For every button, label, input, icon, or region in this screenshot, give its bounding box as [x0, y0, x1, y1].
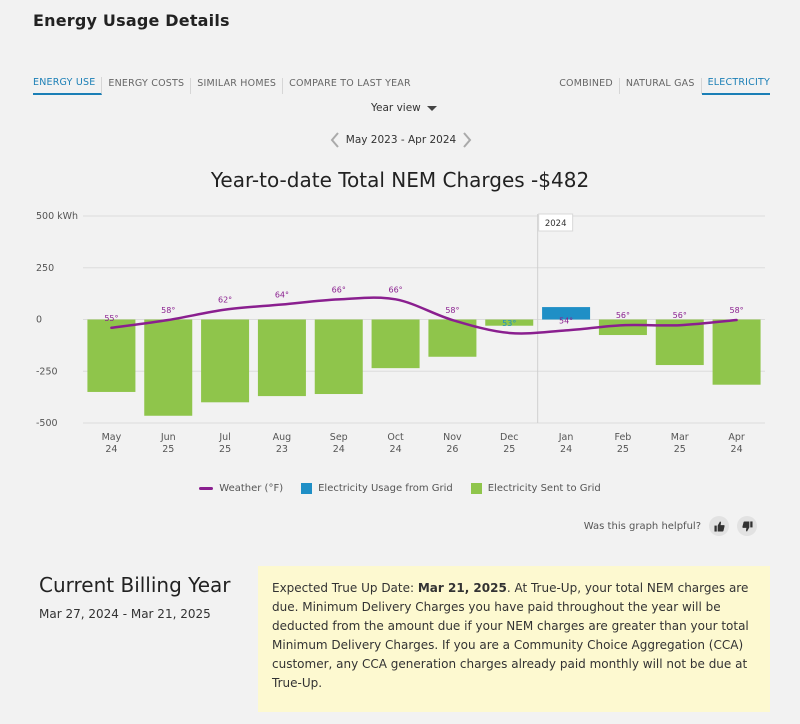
graph-feedback: Was this graph helpful?: [584, 516, 757, 536]
thumbs-down-button[interactable]: [737, 516, 757, 536]
x-tick-month: Apr: [728, 432, 745, 443]
thumbs-down-icon: [741, 520, 753, 532]
x-tick-day: 24: [731, 444, 743, 455]
legend-item-weather[interactable]: Weather (°F): [199, 483, 283, 494]
weather-data-label: 53°: [502, 319, 516, 328]
x-tick-month: Dec: [500, 432, 518, 443]
x-tick-month: Jan: [558, 432, 574, 443]
x-tick-month: Nov: [443, 432, 462, 443]
weather-data-label: 64°: [275, 290, 289, 299]
year-view-label: Year view: [371, 102, 421, 114]
period-navigator: May 2023 - Apr 2024: [328, 131, 474, 149]
bar-sent-to-grid: [201, 319, 250, 403]
weather-data-label: 56°: [673, 311, 687, 320]
info-text: . At True-Up, your total NEM charges are…: [272, 581, 749, 690]
bar-sent-to-grid: [257, 319, 306, 397]
bar-sent-to-grid: [371, 319, 420, 369]
legend-label: Weather (°F): [219, 483, 284, 494]
weather-data-label: 58°: [161, 306, 175, 315]
weather-data-label: 58°: [729, 306, 743, 315]
legend-item-usage-from-grid[interactable]: Electricity Usage from Grid: [301, 483, 453, 494]
bar-sent-to-grid: [144, 319, 193, 416]
x-tick-day: 25: [162, 444, 174, 455]
bar-sent-to-grid: [712, 319, 761, 385]
y-tick-label: 0: [36, 315, 42, 326]
billing-year-dates: Mar 27, 2024 - Mar 21, 2025: [39, 607, 211, 621]
tab-compare-last-year[interactable]: COMPARE TO LAST YEAR: [289, 78, 411, 89]
x-tick-month: Feb: [615, 432, 632, 443]
legend-label: Electricity Usage from Grid: [318, 483, 453, 494]
y-tick-label: 250: [36, 263, 54, 274]
caret-down-icon: [426, 105, 437, 111]
x-tick-day: 24: [333, 444, 345, 455]
chart-legend: Weather (°F) Electricity Usage from Grid…: [0, 483, 800, 494]
weather-line: [110, 296, 738, 335]
weather-data-label: 66°: [332, 285, 346, 294]
tab-natural-gas[interactable]: NATURAL GAS: [620, 78, 702, 94]
bar-usage-from-grid: [542, 307, 591, 320]
legend-label: Electricity Sent to Grid: [487, 483, 601, 494]
legend-item-sent-to-grid[interactable]: Electricity Sent to Grid: [470, 483, 601, 494]
next-period-button[interactable]: [460, 131, 474, 149]
weather-data-label: 62°: [218, 296, 232, 305]
page-title: Energy Usage Details: [33, 11, 230, 30]
x-tick-month: May: [102, 432, 122, 443]
x-tick-month: Jul: [218, 432, 230, 443]
thumbs-up-icon: [713, 520, 725, 532]
bar-sent-to-grid: [598, 319, 647, 336]
x-tick-day: 25: [617, 444, 629, 455]
tab-energy-use[interactable]: ENERGY USE: [33, 77, 103, 95]
previous-period-button[interactable]: [328, 131, 342, 149]
x-tick-month: Oct: [387, 432, 404, 443]
x-tick-day: 26: [446, 444, 458, 455]
feedback-question: Was this graph helpful?: [583, 520, 701, 532]
year-view-dropdown[interactable]: Year view: [371, 102, 437, 114]
chart-title: Year-to-date Total NEM Charges -$482: [210, 168, 590, 192]
x-tick-month: Aug: [273, 432, 292, 443]
billing-year-title: Current Billing Year: [39, 573, 231, 597]
x-tick-month: Mar: [671, 432, 689, 443]
chevron-left-icon: [330, 132, 339, 148]
x-tick-month: Jun: [160, 432, 176, 443]
chevron-right-icon: [463, 132, 472, 148]
tab-electricity[interactable]: ELECTRICITY: [701, 77, 770, 95]
true-up-date: Mar 21, 2025: [417, 581, 507, 595]
weather-data-label: 56°: [616, 311, 630, 320]
y-tick-label: -250: [36, 366, 58, 377]
x-tick-day: 25: [674, 444, 686, 455]
x-tick-day: 25: [503, 444, 515, 455]
tab-similar-homes[interactable]: SIMILAR HOMES: [191, 78, 284, 94]
x-tick-day: 24: [560, 444, 572, 455]
bar-sent-to-grid: [485, 319, 534, 326]
energy-usage-chart: 500 kWh 250 0 -250 -500 2024 55° 58° 62° 64° 66° 66…: [36, 211, 765, 455]
square-swatch-icon: [301, 483, 313, 494]
bar-sent-to-grid: [314, 319, 363, 395]
square-swatch-icon: [470, 483, 482, 494]
x-tick-day: 23: [276, 444, 288, 455]
weather-data-label: 55°: [104, 314, 118, 323]
x-tick-day: 24: [105, 444, 117, 455]
x-tick-day: 24: [390, 444, 402, 455]
line-swatch-icon: [199, 487, 214, 490]
weather-data-label: 54°: [559, 316, 573, 325]
bar-sent-to-grid: [655, 319, 704, 366]
y-tick-label: 500 kWh: [36, 211, 78, 222]
thumbs-up-button[interactable]: [709, 516, 729, 536]
period-label: May 2023 - Apr 2024: [345, 134, 457, 146]
y-tick-label: -500: [36, 418, 58, 429]
year-marker-badge: [538, 213, 574, 232]
weather-data-label: 58°: [445, 306, 459, 315]
tab-combined[interactable]: COMBINED: [553, 78, 620, 94]
tab-energy-costs[interactable]: ENERGY COSTS: [102, 78, 192, 94]
bar-sent-to-grid: [87, 319, 136, 392]
true-up-info-box: Expected True Up Date: Mar 21, 2025. At …: [258, 566, 770, 712]
usage-tabs: ENERGY USE ENERGY COSTS SIMILAR HOMES CO…: [33, 77, 411, 95]
x-tick-day: 25: [219, 444, 231, 455]
year-marker-label: 2024: [545, 219, 567, 229]
fuel-tabs: COMBINED NATURAL GAS ELECTRICITY: [553, 77, 770, 95]
weather-data-label: 66°: [388, 285, 402, 294]
x-tick-month: Sep: [330, 432, 348, 443]
info-prefix: Expected True Up Date:: [272, 581, 418, 595]
